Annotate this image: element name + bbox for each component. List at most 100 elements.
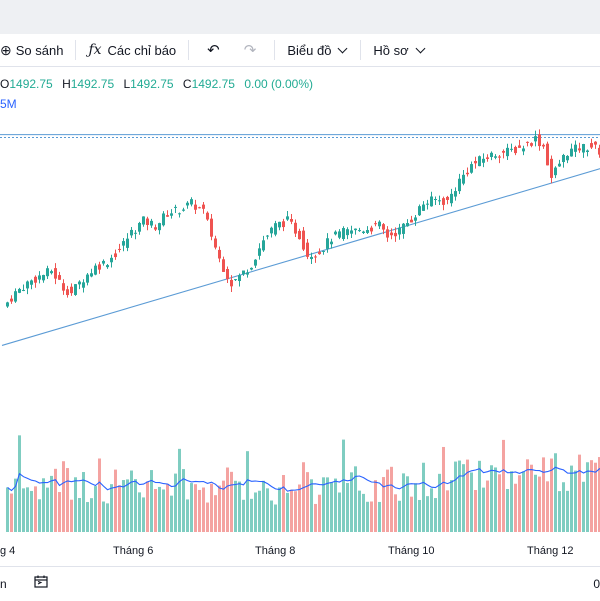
volume-bar	[214, 495, 217, 532]
candle-body	[130, 230, 133, 235]
candle-body	[342, 228, 345, 239]
candle-body	[326, 238, 329, 249]
calendar-range-icon[interactable]	[34, 575, 48, 588]
candle-body	[306, 243, 309, 257]
candle-body	[94, 266, 97, 275]
candle-body	[262, 240, 265, 250]
volume-bar	[466, 460, 469, 532]
volume-bar	[254, 492, 257, 532]
compare-button[interactable]: ⊕ So sánh	[0, 34, 69, 66]
volume-bar	[90, 498, 93, 532]
volume-bar	[578, 455, 581, 532]
close-label: C	[183, 77, 192, 91]
volume-bar	[6, 487, 9, 532]
volume-bar	[514, 484, 517, 532]
volume-bar	[374, 480, 377, 532]
candle-body	[554, 168, 557, 176]
time-axis-label: Tháng 10	[388, 545, 434, 557]
volume-bar	[458, 461, 461, 532]
volume-bar	[158, 487, 161, 532]
volume-bar	[178, 449, 181, 532]
profile-menu-button[interactable]: Hồ sơ	[367, 34, 431, 66]
trendline[interactable]	[2, 168, 600, 345]
candle-body	[190, 199, 193, 204]
chart-menu-button[interactable]: Biểu đồ	[281, 34, 354, 66]
candle-body	[414, 217, 417, 220]
redo-button[interactable]: ↷	[232, 34, 269, 66]
indicators-button[interactable]: ƒx Các chỉ báo	[82, 34, 182, 66]
volume-bar	[78, 498, 81, 532]
volume-bar	[238, 482, 241, 532]
candle-body	[278, 222, 281, 227]
volume-bar	[58, 492, 61, 532]
undo-icon: ↶	[207, 41, 220, 59]
candle-body	[46, 268, 49, 276]
candle-body	[298, 231, 301, 239]
candle-body	[346, 229, 349, 235]
candle-body	[118, 249, 121, 250]
candle-body	[6, 302, 9, 306]
candle-body	[518, 145, 521, 147]
volume-bar	[346, 483, 349, 532]
volume-bar	[574, 471, 577, 532]
trendline-group[interactable]	[2, 168, 600, 345]
candle-body	[186, 203, 189, 206]
chart-toolbar: ⊕ So sánh ƒx Các chỉ báo ↶ ↷ Biểu đồ Hồ …	[0, 34, 600, 67]
volume-bar	[298, 484, 301, 532]
candle-body	[242, 271, 245, 275]
volume-bar	[482, 488, 485, 532]
candle-body	[98, 264, 101, 269]
candle-body	[202, 205, 205, 209]
volume-bar	[318, 495, 321, 532]
candle-body	[114, 253, 117, 257]
volume-bar	[198, 490, 201, 532]
candle-body	[182, 210, 185, 211]
range-selector[interactable]: n	[0, 577, 7, 591]
volume-bar	[538, 477, 541, 532]
volume-bar	[142, 497, 145, 532]
candle-body	[358, 230, 361, 231]
candle-body	[534, 136, 537, 141]
candle-body	[482, 159, 485, 163]
candle-body	[250, 268, 253, 270]
volume-bar	[446, 490, 449, 532]
candle-body	[334, 232, 337, 235]
candle-body	[582, 144, 585, 152]
volume-bar	[418, 500, 421, 532]
function-icon: ƒx	[88, 42, 101, 58]
volume-bar	[22, 488, 25, 532]
candle-body	[546, 144, 549, 166]
volume-bar	[566, 491, 569, 532]
volume-bar	[330, 482, 333, 532]
compare-label: So sánh	[16, 43, 64, 58]
candle-body	[474, 161, 477, 163]
candle-body	[54, 268, 57, 279]
candle-body	[286, 216, 289, 219]
candle-body	[274, 223, 277, 234]
volume-bar	[278, 487, 281, 532]
candle-body	[426, 204, 429, 205]
candle-body	[446, 197, 449, 200]
volume-bar	[310, 479, 313, 532]
volume-bar	[570, 466, 573, 532]
toolbar-divider	[188, 40, 189, 60]
volume-bar	[562, 482, 565, 532]
low-value: 1492.75	[130, 77, 173, 91]
candle-body	[294, 223, 297, 234]
price-chart[interactable]	[0, 120, 600, 540]
volume-bar	[74, 477, 77, 532]
undo-button[interactable]: ↶	[195, 34, 232, 66]
volume-bar	[522, 471, 525, 532]
volume-bar	[294, 491, 297, 532]
volume-bar	[430, 488, 433, 532]
candle-body	[354, 229, 357, 231]
volume-bar	[110, 484, 113, 532]
candle-body	[522, 148, 525, 151]
volume-bar	[370, 501, 373, 532]
candle-body	[478, 156, 481, 166]
volume-bar	[98, 458, 101, 532]
volume-bar	[134, 479, 137, 532]
volume-bar	[54, 469, 57, 532]
candle-body	[578, 148, 581, 150]
candle-body	[238, 275, 241, 281]
